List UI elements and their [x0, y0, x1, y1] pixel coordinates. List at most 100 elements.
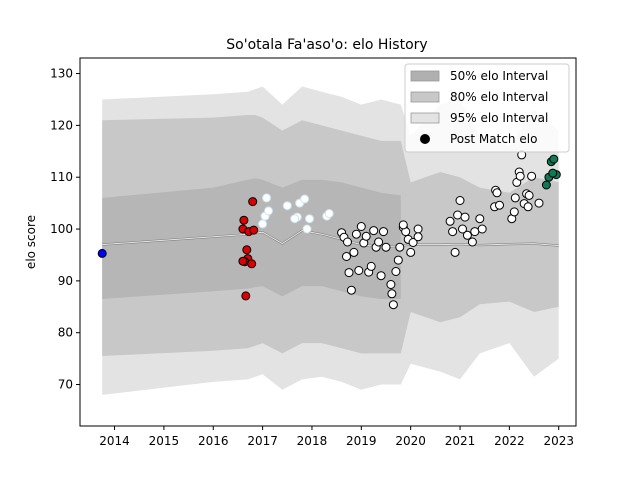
- data-point: [258, 219, 268, 229]
- y-tick-label: 130: [50, 67, 73, 81]
- data-point: [302, 224, 312, 234]
- x-tick-label: 2023: [543, 434, 574, 448]
- data-point: [523, 202, 533, 212]
- data-point: [548, 168, 558, 178]
- x-tick-label: 2021: [445, 434, 476, 448]
- data-point: [448, 227, 458, 237]
- data-point: [290, 214, 300, 224]
- data-point: [379, 227, 388, 237]
- legend-swatch: [410, 91, 440, 103]
- data-point: [475, 214, 485, 224]
- y-axis: 70 80 90 100 110 120 130: [50, 67, 80, 392]
- data-point: [445, 216, 455, 226]
- data-point: [344, 268, 354, 278]
- data-point: [346, 285, 356, 295]
- data-point: [376, 271, 386, 281]
- y-tick-label: 120: [50, 118, 73, 132]
- data-point: [249, 225, 259, 235]
- data-point: [354, 266, 364, 275]
- data-point: [300, 194, 310, 204]
- x-tick-label: 2016: [198, 434, 229, 448]
- legend-label: Post Match elo: [450, 132, 537, 146]
- legend-marker: [420, 134, 430, 144]
- data-point: [413, 232, 423, 242]
- x-tick-label: 2020: [395, 434, 426, 448]
- data-point: [393, 255, 403, 265]
- data-point: [248, 197, 258, 207]
- data-point: [527, 171, 537, 181]
- legend-label: 50% elo Interval: [450, 69, 548, 83]
- data-point: [381, 242, 391, 252]
- x-tick-label: 2015: [149, 434, 180, 448]
- data-point: [467, 237, 477, 247]
- data-point: [247, 259, 257, 269]
- data-point: [534, 198, 544, 208]
- legend: 50% elo Interval 80% elo Interval 95% elo …: [404, 63, 570, 153]
- data-point: [541, 180, 551, 190]
- data-point: [477, 224, 487, 234]
- legend-box: [404, 63, 570, 153]
- data-point: [97, 248, 107, 258]
- interval-bands: [102, 86, 559, 395]
- x-tick-label: 2017: [247, 434, 278, 448]
- data-point: [282, 201, 292, 211]
- data-point: [413, 224, 423, 234]
- data-point: [450, 247, 460, 257]
- data-point: [356, 222, 366, 231]
- x-tick-label: 2019: [346, 434, 377, 448]
- data-point: [238, 256, 248, 266]
- data-point: [324, 209, 334, 218]
- data-point: [524, 190, 534, 200]
- data-point: [342, 252, 351, 261]
- x-tick-label: 2014: [99, 434, 130, 448]
- data-point: [264, 206, 273, 216]
- y-tick-label: 70: [58, 378, 73, 392]
- data-point: [262, 193, 272, 203]
- data-point: [239, 215, 249, 225]
- data-point: [361, 231, 371, 241]
- data-point: [453, 210, 463, 220]
- data-points: [97, 150, 561, 310]
- data-point: [398, 220, 408, 230]
- data-point: [305, 214, 314, 224]
- x-axis: 2014 2015 2016 2017 2018 2019 2020 2021 2022 2023: [99, 426, 574, 448]
- data-point: [343, 237, 352, 247]
- chart-title: So'otala Fa'aso'o: elo History: [226, 37, 427, 53]
- data-point: [351, 229, 361, 239]
- data-point: [470, 227, 480, 237]
- y-axis-label: elo score: [24, 215, 38, 269]
- data-point: [366, 261, 376, 271]
- legend-label: 80% elo Interval: [450, 90, 548, 104]
- data-point: [458, 224, 467, 234]
- data-point: [462, 230, 472, 240]
- y-tick-label: 90: [58, 274, 73, 288]
- data-point: [515, 171, 525, 181]
- data-point: [549, 154, 559, 164]
- y-tick-label: 100: [50, 222, 73, 236]
- data-point: [369, 226, 379, 236]
- data-point: [241, 291, 251, 301]
- data-point: [388, 300, 398, 310]
- data-point: [406, 247, 416, 257]
- legend-swatch: [410, 70, 440, 82]
- legend-label: 95% elo Interval: [450, 111, 548, 125]
- data-point: [509, 207, 519, 217]
- data-point: [386, 280, 396, 289]
- data-point: [460, 212, 470, 222]
- data-point: [495, 200, 504, 210]
- data-point: [374, 237, 384, 247]
- band-50-interval: [102, 178, 401, 299]
- data-point: [492, 188, 502, 198]
- legend-swatch: [410, 112, 440, 124]
- x-tick-label: 2022: [494, 434, 525, 448]
- x-tick-label: 2018: [297, 434, 328, 448]
- data-point: [391, 267, 401, 276]
- data-point: [242, 245, 252, 255]
- y-tick-label: 110: [50, 170, 73, 184]
- data-point: [387, 289, 397, 299]
- axes-frame: [79, 57, 577, 427]
- data-point: [510, 193, 520, 203]
- data-point: [349, 247, 359, 257]
